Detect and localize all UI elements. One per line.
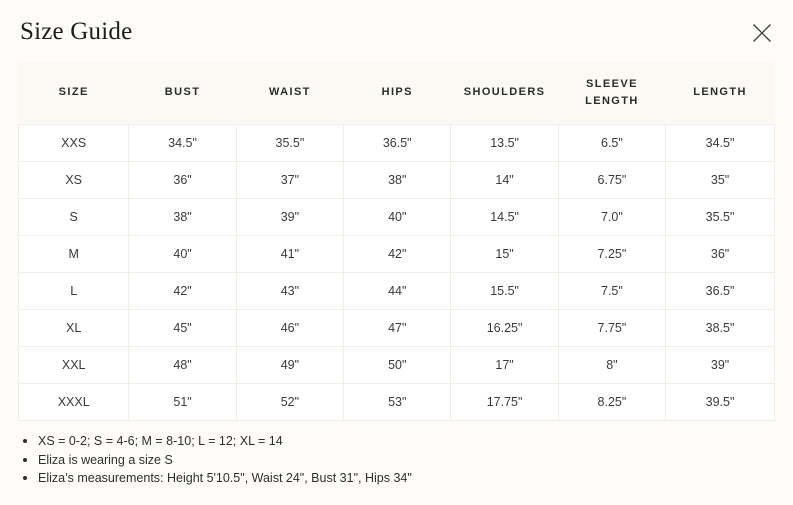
cell-shoulders: 14"	[450, 161, 559, 199]
cell-size: XXL	[17, 346, 130, 384]
column-header-sleeve-length: SLEEVE LENGTH	[558, 62, 666, 125]
cell-hips: 38"	[343, 161, 452, 199]
cell-bust: 48"	[128, 346, 237, 384]
cell-length: 38.5"	[665, 309, 775, 347]
size-table-container: SIZE BUST WAIST HIPS SHOULDERS SLEEVE LE…	[17, 62, 775, 421]
table-body: XXS 34.5" 35.5" 36.5" 13.5" 6.5" 34.5" X…	[17, 124, 775, 421]
cell-shoulders: 15"	[450, 235, 559, 273]
table-header-row: SIZE BUST WAIST HIPS SHOULDERS SLEEVE LE…	[18, 62, 775, 125]
cell-waist: 43"	[236, 272, 345, 310]
cell-sleeve-length: 7.0"	[558, 198, 667, 236]
list-item: Eliza’s measurements: Height 5'10.5", Wa…	[20, 469, 760, 488]
cell-bust: 34.5"	[128, 124, 237, 162]
close-button[interactable]	[745, 16, 779, 50]
table-row: L 42" 43" 44" 15.5" 7.5" 36.5"	[17, 272, 775, 310]
cell-sleeve-length: 7.75"	[558, 309, 667, 347]
cell-shoulders: 17.75"	[450, 383, 559, 421]
list-item: Eliza is wearing a size S	[20, 451, 760, 470]
cell-sleeve-length: 6.75"	[558, 161, 667, 199]
cell-size: XL	[17, 309, 130, 347]
page-title: Size Guide	[20, 18, 133, 45]
cell-waist: 49"	[236, 346, 345, 384]
cell-hips: 40"	[343, 198, 452, 236]
cell-length: 36"	[665, 235, 775, 273]
cell-shoulders: 16.25"	[450, 309, 559, 347]
cell-size: S	[17, 198, 130, 236]
cell-size: M	[17, 235, 130, 273]
cell-sleeve-length: 8.25"	[558, 383, 667, 421]
cell-bust: 40"	[128, 235, 237, 273]
bullet-icon	[23, 457, 27, 462]
list-item: XS = 0-2; S = 4-6; M = 8-10; L = 12; XL …	[20, 432, 760, 451]
column-header-hips: HIPS	[343, 62, 451, 125]
close-icon	[752, 23, 772, 43]
cell-shoulders: 13.5"	[450, 124, 559, 162]
cell-shoulders: 17"	[450, 346, 559, 384]
note-text: Eliza’s measurements: Height 5'10.5", Wa…	[38, 471, 412, 485]
cell-size: XXXL	[17, 383, 130, 421]
cell-sleeve-length: 7.5"	[558, 272, 667, 310]
table-row: XXXL 51" 52" 53" 17.75" 8.25" 39.5"	[17, 383, 775, 421]
cell-length: 34.5"	[665, 124, 775, 162]
cell-hips: 36.5"	[343, 124, 452, 162]
cell-length: 35.5"	[665, 198, 775, 236]
cell-bust: 36"	[128, 161, 237, 199]
cell-sleeve-length: 7.25"	[558, 235, 667, 273]
cell-length: 36.5"	[665, 272, 775, 310]
cell-shoulders: 15.5"	[450, 272, 559, 310]
table-row: S 38" 39" 40" 14.5" 7.0" 35.5"	[17, 198, 775, 236]
table-row: M 40" 41" 42" 15" 7.25" 36"	[17, 235, 775, 273]
cell-size: XS	[17, 161, 130, 199]
cell-length: 39"	[665, 346, 775, 384]
cell-hips: 42"	[343, 235, 452, 273]
cell-bust: 51"	[128, 383, 237, 421]
note-text: Eliza is wearing a size S	[38, 452, 173, 467]
column-header-waist: WAIST	[236, 62, 344, 125]
cell-sleeve-length: 8"	[558, 346, 667, 384]
cell-waist: 39"	[236, 198, 345, 236]
cell-bust: 45"	[128, 309, 237, 347]
cell-waist: 46"	[236, 309, 345, 347]
column-header-length: LENGTH	[665, 62, 775, 125]
cell-size: XXS	[17, 124, 130, 162]
cell-waist: 37"	[236, 161, 345, 199]
cell-hips: 44"	[343, 272, 452, 310]
cell-shoulders: 14.5"	[450, 198, 559, 236]
cell-hips: 50"	[343, 346, 452, 384]
cell-waist: 41"	[236, 235, 345, 273]
note-text: XS = 0-2; S = 4-6; M = 8-10; L = 12; XL …	[38, 434, 283, 448]
table-row: XXS 34.5" 35.5" 36.5" 13.5" 6.5" 34.5"	[17, 124, 775, 162]
cell-bust: 42"	[128, 272, 237, 310]
cell-bust: 38"	[128, 198, 237, 236]
bullet-icon	[23, 439, 27, 443]
size-guide-table: SIZE BUST WAIST HIPS SHOULDERS SLEEVE LE…	[17, 62, 775, 421]
column-header-bust: BUST	[128, 62, 237, 125]
table-row: XS 36" 37" 38" 14" 6.75" 35"	[17, 161, 775, 199]
column-header-shoulders: SHOULDERS	[450, 62, 559, 125]
cell-waist: 35.5"	[236, 124, 345, 162]
cell-hips: 47"	[343, 309, 452, 347]
cell-waist: 52"	[236, 383, 345, 421]
cell-length: 35"	[665, 161, 775, 199]
cell-hips: 53"	[343, 383, 452, 421]
cell-length: 39.5"	[665, 383, 775, 421]
cell-sleeve-length: 6.5"	[558, 124, 667, 162]
table-row: XXL 48" 49" 50" 17" 8" 39"	[17, 346, 775, 384]
table-row: XL 45" 46" 47" 16.25" 7.75" 38.5"	[17, 309, 775, 347]
cell-size: L	[17, 272, 130, 310]
modal-header: Size Guide	[0, 0, 793, 62]
size-guide-notes: XS = 0-2; S = 4-6; M = 8-10; L = 12; XL …	[20, 432, 760, 488]
column-header-size: SIZE	[18, 62, 129, 125]
bullet-icon	[23, 476, 27, 480]
